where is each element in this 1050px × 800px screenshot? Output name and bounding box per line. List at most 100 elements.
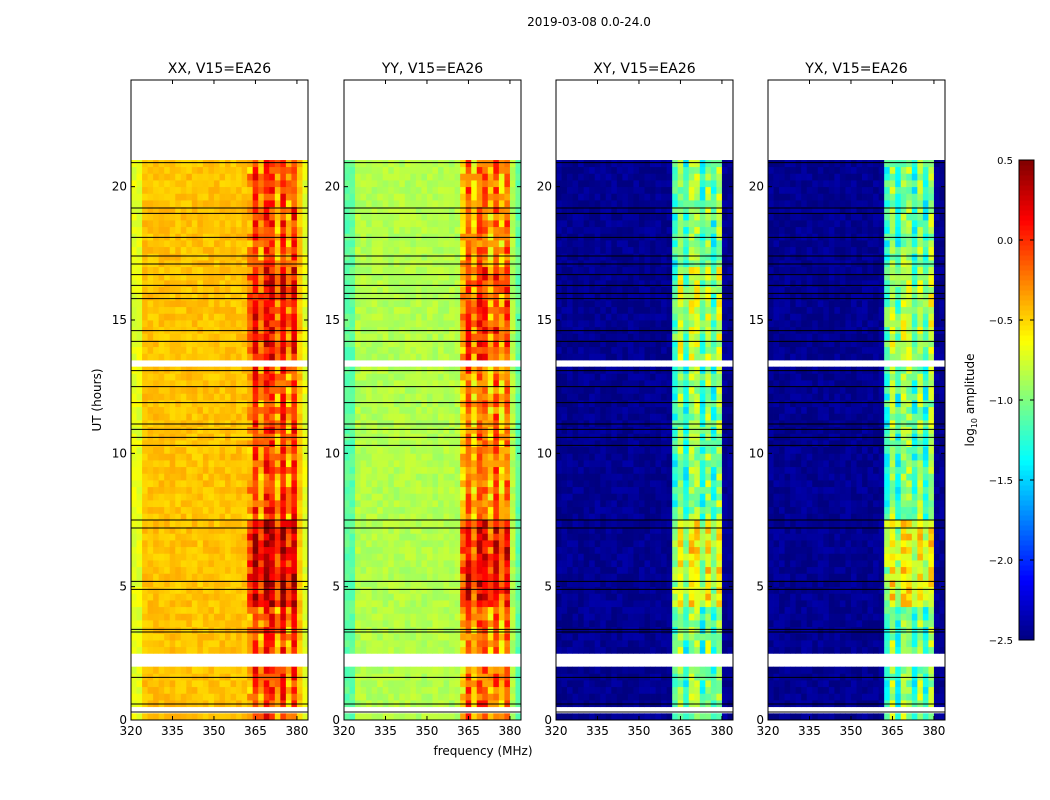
heatmap-cell xyxy=(404,573,411,581)
heatmap-cell xyxy=(230,513,237,521)
heatmap-cell xyxy=(164,500,171,508)
heatmap-cell xyxy=(443,446,450,454)
heatmap-cell xyxy=(252,173,259,181)
heatmap-cell xyxy=(399,300,406,308)
heatmap-cell xyxy=(280,206,287,214)
heatmap-cell xyxy=(449,300,456,308)
heatmap-cell xyxy=(410,573,417,581)
heatmap-cell xyxy=(432,473,439,481)
heatmap-cell xyxy=(296,513,303,521)
heatmap-cell xyxy=(202,520,209,528)
heatmap-cell xyxy=(482,713,489,721)
heatmap-cell xyxy=(291,506,298,514)
heatmap-cell xyxy=(202,353,209,361)
heatmap-cell xyxy=(421,593,428,601)
heatmap-cell xyxy=(274,413,281,421)
heatmap-cell xyxy=(175,406,182,414)
heatmap-cell xyxy=(180,346,187,354)
heatmap-cell xyxy=(247,686,254,694)
heatmap-cell xyxy=(371,386,378,394)
heatmap-cell xyxy=(415,520,422,528)
heatmap-cell xyxy=(213,600,220,608)
heatmap-cell xyxy=(136,213,143,221)
heatmap-cell xyxy=(421,500,428,508)
heatmap-cell xyxy=(285,466,292,474)
heatmap-cell xyxy=(258,593,265,601)
heatmap-cell xyxy=(443,573,450,581)
heatmap-cell xyxy=(263,566,270,574)
heatmap-cell xyxy=(230,300,237,308)
heatmap-cell xyxy=(493,286,500,294)
heatmap-cell xyxy=(421,533,428,541)
heatmap-cell xyxy=(252,246,259,254)
heatmap-cell xyxy=(153,353,160,361)
heatmap-cell xyxy=(263,453,270,461)
heatmap-cell xyxy=(186,393,193,401)
heatmap-cell xyxy=(136,426,143,434)
heatmap-cell xyxy=(296,633,303,641)
heatmap-cell xyxy=(236,513,243,521)
heatmap-cell xyxy=(371,613,378,621)
heatmap-cell xyxy=(197,240,204,248)
heatmap-cell xyxy=(202,546,209,554)
heatmap-cell xyxy=(515,533,522,541)
heatmap-cell xyxy=(164,606,171,614)
heatmap-cell xyxy=(213,293,220,301)
heatmap-cell xyxy=(241,313,248,321)
heatmap-cell xyxy=(349,646,356,654)
heatmap-cell xyxy=(274,586,281,594)
heatmap-cell xyxy=(382,393,389,401)
heatmap-cell xyxy=(269,493,276,501)
heatmap-cell xyxy=(147,266,154,274)
heatmap-cell xyxy=(449,526,456,534)
heatmap-cell xyxy=(213,320,220,328)
heatmap-cell xyxy=(164,553,171,561)
heatmap-cell xyxy=(169,393,176,401)
heatmap-cell xyxy=(454,560,461,568)
heatmap-cell xyxy=(269,193,276,201)
heatmap-cell xyxy=(147,380,154,388)
heatmap-cell xyxy=(482,306,489,314)
heatmap-cell xyxy=(454,533,461,541)
heatmap-cell xyxy=(410,213,417,221)
heatmap-cell xyxy=(158,193,165,201)
heatmap-cell xyxy=(269,553,276,561)
heatmap-cell xyxy=(443,666,450,674)
heatmap-cell xyxy=(432,380,439,388)
heatmap-cell xyxy=(371,480,378,488)
heatmap-cell xyxy=(355,633,361,641)
heatmap-cell xyxy=(344,306,350,314)
heatmap-cell xyxy=(377,473,384,481)
heatmap-cell xyxy=(225,300,231,308)
heatmap-cell xyxy=(136,266,143,274)
heatmap-cell xyxy=(219,373,226,381)
heatmap-cell xyxy=(202,193,209,201)
heatmap-cell xyxy=(366,406,373,414)
heatmap-cell xyxy=(493,333,500,341)
heatmap-cell xyxy=(280,406,287,414)
heatmap-cell xyxy=(471,620,478,628)
heatmap-cell xyxy=(219,546,226,554)
heatmap-cell xyxy=(247,226,254,234)
heatmap-cell xyxy=(482,493,489,501)
heatmap-cell xyxy=(230,493,237,501)
heatmap-cell xyxy=(142,246,148,254)
heatmap-cell xyxy=(476,406,483,414)
heatmap-cell xyxy=(225,286,231,294)
heatmap-cell xyxy=(241,280,248,288)
heatmap-cell xyxy=(410,606,417,614)
heatmap-cell xyxy=(460,246,467,254)
heatmap-cell xyxy=(366,453,373,461)
heatmap-cell xyxy=(465,520,472,528)
heatmap-cell xyxy=(158,386,165,394)
heatmap-cell xyxy=(202,626,209,634)
heatmap-cell xyxy=(230,693,237,701)
heatmap-cell xyxy=(388,480,395,488)
heatmap-cell xyxy=(426,626,433,634)
heatmap-cell xyxy=(454,253,461,261)
heatmap-cell xyxy=(175,300,182,308)
heatmap-cell xyxy=(230,293,237,301)
heatmap-cell xyxy=(493,246,500,254)
heatmap-cell xyxy=(438,586,444,594)
heatmap-cell xyxy=(465,533,472,541)
